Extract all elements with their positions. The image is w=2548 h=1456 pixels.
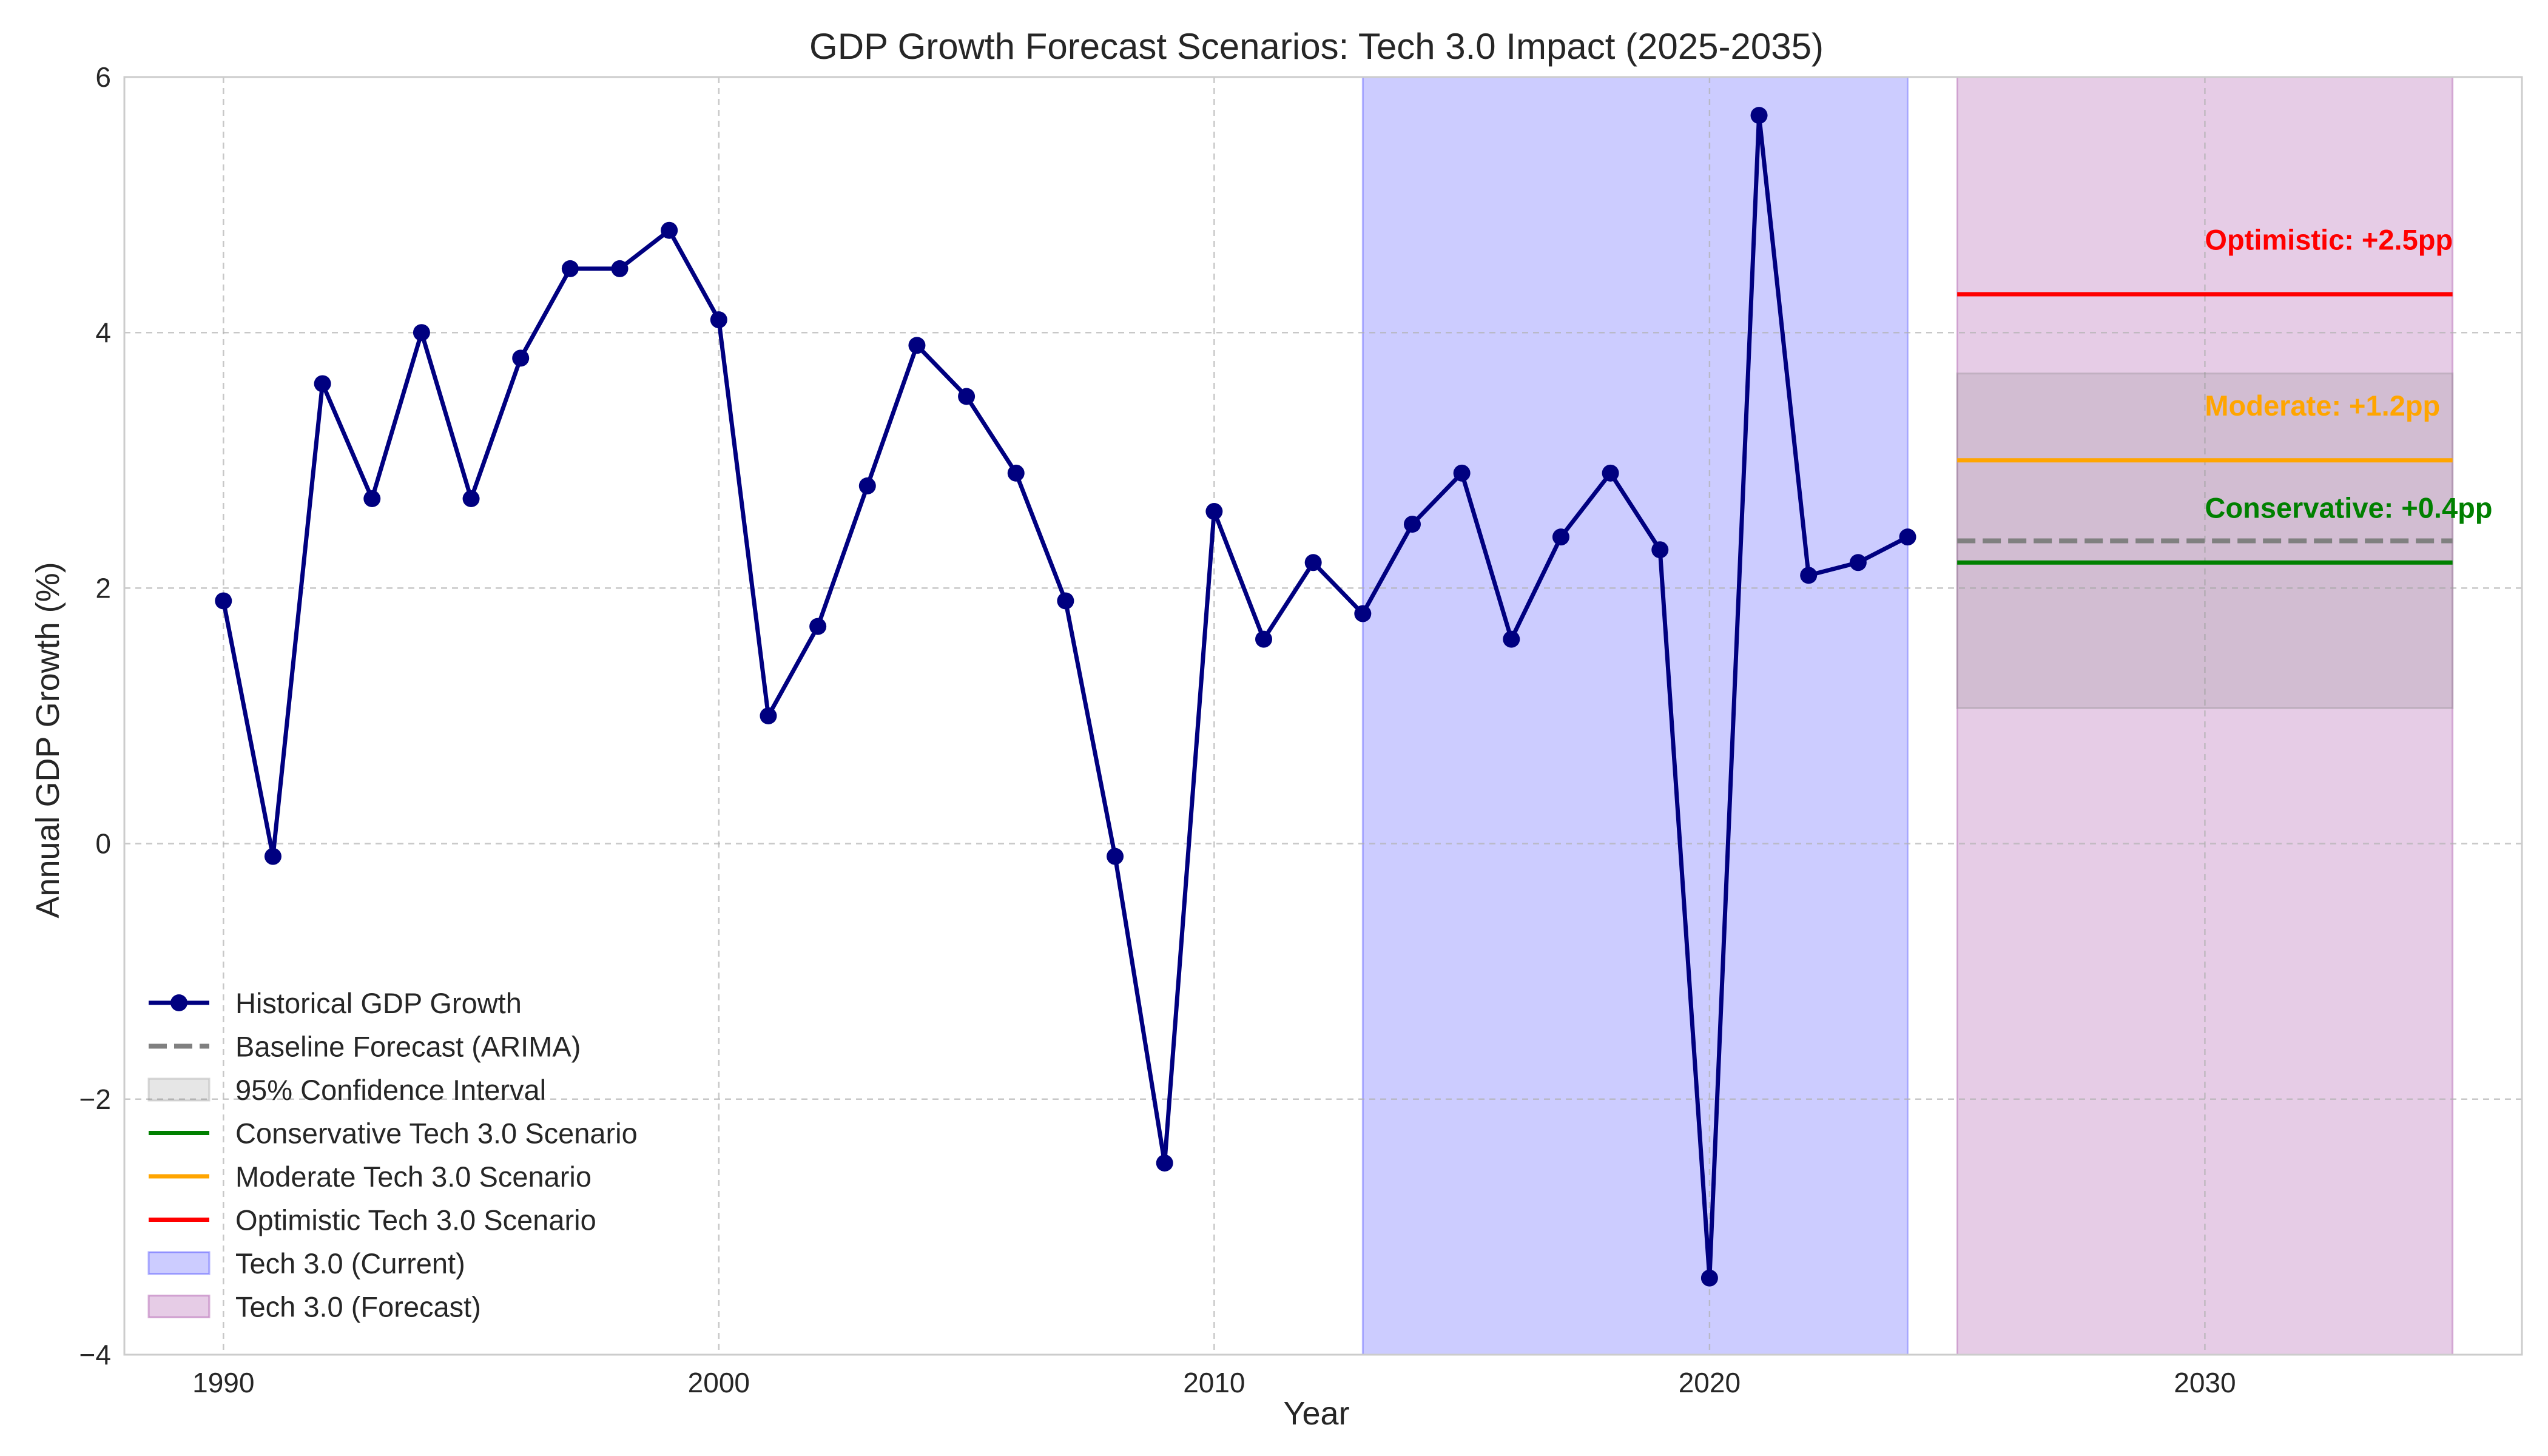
plot-background [124,77,2522,1355]
legend-label: Tech 3.0 (Current) [235,1247,465,1279]
historical-data-point [314,375,331,393]
historical-data-point [512,349,530,367]
legend-label: Conservative Tech 3.0 Scenario [235,1117,638,1150]
legend-label: Baseline Forecast (ARIMA) [235,1031,581,1063]
historical-data-point [1255,630,1273,648]
historical-data-point [1552,528,1569,546]
span-tech-current [1361,76,1909,1356]
historical-data-point [264,848,281,865]
historical-data-point [363,490,381,507]
historical-data-point [1602,464,1619,482]
historical-data-point [710,311,727,329]
historical-data-point [1651,541,1669,559]
legend-label: Tech 3.0 (Forecast) [235,1291,481,1323]
historical-data-point [1304,554,1322,571]
historical-data-point [661,221,678,239]
x-axis-label: Year [1283,1395,1349,1432]
historical-data-point [561,260,579,277]
historical-data-point [760,707,777,724]
historical-series [215,107,1916,1287]
historical-data-point [908,337,926,354]
historical-data-point [809,618,827,635]
x-tick-label: 2000 [688,1367,750,1398]
legend-swatch-patch [147,1251,211,1275]
historical-data-point [413,324,430,342]
historical-data-point [1700,1269,1718,1287]
scenario-lines [1957,292,2453,565]
chart-title: GDP Growth Forecast Scenarios: Tech 3.0 … [809,26,1824,67]
y-axis-ticks: −4 −2 0 2 4 6 [79,61,111,1370]
x-tick-label: 2030 [2174,1367,2236,1398]
legend-label: Historical GDP Growth [235,987,522,1019]
historical-data-point [1849,554,1867,571]
scenario-annotations: Conservative: +0.4pp Moderate: +1.2pp Opti… [2205,223,2492,524]
historical-data-point [1007,464,1025,482]
legend-label: Moderate Tech 3.0 Scenario [235,1161,592,1193]
historical-data-point [1899,528,1916,546]
legend: Historical GDP Growth Baseline Forecast (… [147,987,638,1323]
grid-lines [124,76,2522,1356]
x-tick-label: 2010 [1183,1367,1245,1398]
legend-label: 95% Confidence Interval [235,1074,546,1106]
y-tick-label: 6 [95,61,111,93]
optimistic-annotation: Optimistic: +2.5pp [2205,223,2453,255]
y-tick-label: −4 [79,1339,111,1370]
historical-data-point [1453,464,1471,482]
x-axis-ticks: 1990 2000 2010 2020 2030 [192,1367,2236,1398]
historical-data-point [1205,503,1223,521]
tech-spans [1361,76,2454,1356]
legend-swatch-patch [147,1077,211,1102]
historical-data-point [1750,107,1768,124]
historical-data-point [1057,592,1074,610]
moderate-annotation: Moderate: +1.2pp [2205,389,2440,422]
historical-data-point [1800,567,1818,584]
historical-data-point [215,592,232,610]
plot-area: Conservative: +0.4pp Moderate: +1.2pp Opti… [123,76,2523,1356]
historical-data-point [858,477,876,494]
plot-frame [123,76,2523,1356]
y-tick-label: 2 [95,572,111,604]
y-tick-label: 4 [95,317,111,348]
historical-data-point [1156,1154,1173,1172]
y-tick-label: −2 [79,1084,111,1115]
historical-data-point [958,388,976,405]
conservative-annotation: Conservative: +0.4pp [2205,492,2492,524]
historical-data-point [1403,516,1421,533]
historical-data-point [611,260,629,277]
historical-data-point [1354,605,1372,622]
y-axis-label: Annual GDP Growth (%) [30,562,66,918]
legend-swatch-patch [147,1295,211,1318]
y-tick-label: 0 [95,828,111,860]
legend-swatch-marker [170,994,187,1011]
x-tick-label: 1990 [192,1367,254,1398]
legend-label: Optimistic Tech 3.0 Scenario [235,1204,596,1236]
historical-data-point [1107,848,1124,865]
historical-data-point [462,490,480,507]
x-tick-label: 2020 [1679,1367,1741,1398]
historical-data-point [1503,630,1520,648]
